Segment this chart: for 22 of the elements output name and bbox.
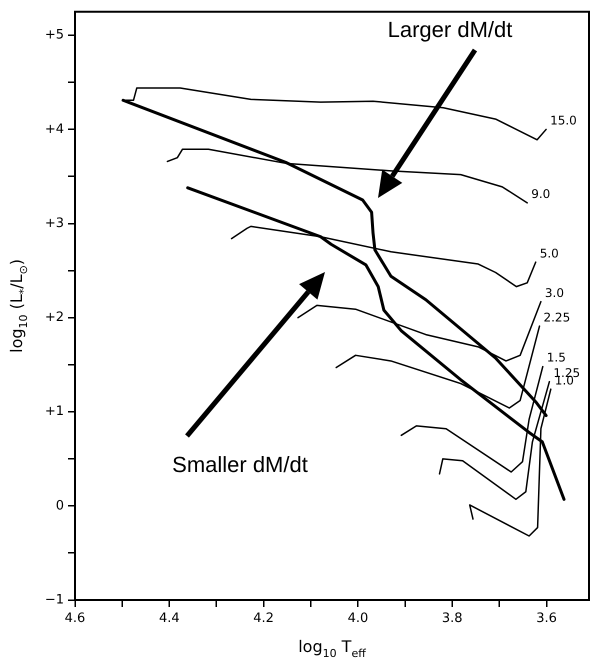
y-tick-label: +3 [44, 216, 64, 231]
annotation: Larger dM/dt [388, 17, 512, 43]
y-tick-label: 0 [56, 498, 64, 514]
y-tick-label: +1 [44, 404, 64, 420]
y-axis-title: log10 (L*/L⊙) [7, 258, 30, 353]
x-tick-label: 4.2 [253, 611, 274, 626]
series-label: 9.0 [531, 186, 550, 201]
x-tick-label: 3.8 [442, 611, 463, 626]
series-label: 5.0 [540, 246, 559, 260]
series-label: 3.0 [544, 286, 564, 300]
x-tick-label: 4.0 [348, 611, 368, 626]
y-tick-label: +5 [44, 28, 64, 43]
annotation: Smaller dM/dt [172, 452, 308, 478]
series-label: 15.0 [550, 114, 577, 128]
series-label: 1.5 [546, 350, 566, 365]
x-tick-label: 3.6 [536, 611, 557, 626]
y-tick-label: +2 [44, 310, 64, 326]
x-tick-label: 4.4 [158, 611, 180, 626]
x-tick-label: 4.6 [64, 611, 86, 626]
series-label: 2.25 [543, 310, 570, 324]
y-tick-label: +4 [44, 122, 64, 137]
y-tick-label: −1 [44, 592, 64, 608]
